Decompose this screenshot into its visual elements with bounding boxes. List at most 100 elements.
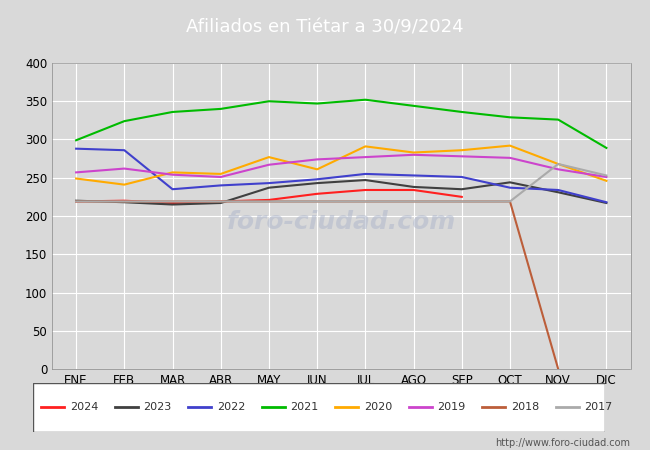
Line: 2021: 2021 <box>76 100 606 148</box>
2020 <box>217 171 225 176</box>
2022 <box>72 146 80 151</box>
2018 <box>410 199 417 204</box>
2024 <box>313 191 321 197</box>
2024 <box>410 187 417 193</box>
2022 <box>168 186 176 192</box>
2022 <box>313 176 321 182</box>
2023 <box>361 177 369 183</box>
2022 <box>265 180 273 186</box>
2019 <box>265 162 273 167</box>
2018 <box>361 199 369 204</box>
2017 <box>458 199 465 204</box>
2019 <box>168 172 176 177</box>
2022 <box>217 183 225 188</box>
Text: Afiliados en Tiétar a 30/9/2024: Afiliados en Tiétar a 30/9/2024 <box>186 18 464 36</box>
Line: 2024: 2024 <box>76 190 462 203</box>
Text: 2017: 2017 <box>584 402 613 412</box>
2020 <box>458 148 465 153</box>
Text: 2024: 2024 <box>70 402 98 412</box>
2022 <box>506 185 514 190</box>
2017 <box>603 173 610 178</box>
Text: 2020: 2020 <box>364 402 392 412</box>
2017 <box>120 199 128 204</box>
Line: 2023: 2023 <box>76 180 606 204</box>
FancyBboxPatch shape <box>32 382 604 432</box>
2024 <box>168 200 176 206</box>
2018 <box>217 199 225 204</box>
2021 <box>217 106 225 112</box>
2019 <box>603 174 610 180</box>
2019 <box>410 152 417 158</box>
2021 <box>265 99 273 104</box>
2018 <box>554 366 562 372</box>
2020 <box>313 166 321 172</box>
2021 <box>554 117 562 122</box>
2023 <box>410 184 417 189</box>
Text: http://www.foro-ciudad.com: http://www.foro-ciudad.com <box>495 438 630 448</box>
2018 <box>120 199 128 204</box>
2020 <box>603 178 610 184</box>
2019 <box>120 166 128 171</box>
2022 <box>361 171 369 176</box>
2020 <box>120 182 128 187</box>
2023 <box>506 180 514 185</box>
2017 <box>217 199 225 204</box>
2018 <box>313 199 321 204</box>
2018 <box>265 199 273 204</box>
2017 <box>361 199 369 204</box>
2018 <box>168 199 176 204</box>
2018 <box>506 199 514 204</box>
Line: 2019: 2019 <box>76 155 606 177</box>
Text: 2019: 2019 <box>437 402 465 412</box>
2022 <box>603 199 610 205</box>
2020 <box>72 176 80 181</box>
Text: foro-ciudad.com: foro-ciudad.com <box>227 210 456 234</box>
2022 <box>458 174 465 180</box>
Line: 2018: 2018 <box>76 202 558 369</box>
2023 <box>120 199 128 205</box>
2017 <box>313 199 321 204</box>
Text: 2022: 2022 <box>216 402 245 412</box>
2021 <box>120 118 128 124</box>
2021 <box>603 145 610 151</box>
2017 <box>168 199 176 204</box>
2021 <box>506 115 514 120</box>
2018 <box>72 199 80 204</box>
2023 <box>313 180 321 186</box>
2023 <box>458 186 465 192</box>
2020 <box>554 161 562 166</box>
2017 <box>554 161 562 166</box>
2017 <box>410 199 417 204</box>
Line: 2022: 2022 <box>76 148 606 202</box>
2019 <box>458 153 465 159</box>
Line: 2017: 2017 <box>76 164 606 202</box>
Text: 2023: 2023 <box>143 402 172 412</box>
2017 <box>265 199 273 204</box>
2023 <box>217 200 225 206</box>
2024 <box>217 199 225 204</box>
2020 <box>361 144 369 149</box>
2021 <box>410 103 417 108</box>
2023 <box>265 185 273 190</box>
2024 <box>361 187 369 193</box>
2023 <box>168 202 176 207</box>
2021 <box>313 101 321 106</box>
2024 <box>120 198 128 203</box>
2020 <box>506 143 514 148</box>
2023 <box>554 189 562 195</box>
2019 <box>554 166 562 172</box>
2019 <box>361 154 369 160</box>
2022 <box>120 148 128 153</box>
2017 <box>506 199 514 204</box>
2019 <box>506 155 514 161</box>
2024 <box>265 197 273 202</box>
2022 <box>410 173 417 178</box>
2023 <box>72 198 80 203</box>
2018 <box>458 199 465 204</box>
2019 <box>217 174 225 180</box>
2020 <box>410 150 417 155</box>
2020 <box>265 154 273 160</box>
2021 <box>361 97 369 103</box>
2021 <box>458 109 465 115</box>
Text: 2018: 2018 <box>511 402 540 412</box>
